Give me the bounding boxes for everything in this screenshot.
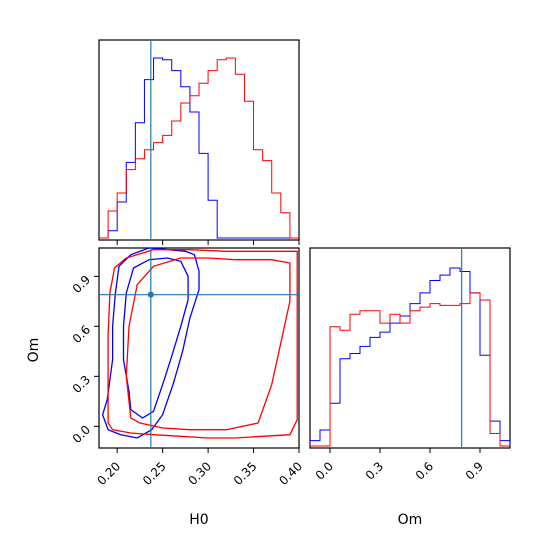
om-histogram-blue-series xyxy=(309,267,511,446)
om-hist-axis-tick-label: 0.3 xyxy=(363,459,386,482)
om-histogram-red-series xyxy=(310,292,510,447)
om-histogram-panel: 0.0 0.3 0.6 0.9 xyxy=(309,247,511,483)
contour-blue-inner xyxy=(122,257,189,419)
truth-point xyxy=(147,291,154,298)
h0-histogram-frame xyxy=(98,39,300,241)
h0-histogram-blue-series xyxy=(99,57,299,239)
om-axis-tick-label: 0.9 xyxy=(70,273,93,296)
x-axis-label-h0: H0 xyxy=(189,512,208,528)
contour-red-inner xyxy=(125,257,291,431)
h0-axis-tick-label: 0.35 xyxy=(231,459,260,488)
h0-axis-tick-label: 0.20 xyxy=(95,459,124,488)
om-hist-axis-tick-label: 0.0 xyxy=(313,459,336,482)
contour-lines xyxy=(101,248,298,439)
contour-red-outer xyxy=(107,249,298,439)
x-axis-label-om: Om xyxy=(398,512,423,528)
om-histogram-frame xyxy=(309,247,511,449)
om-hist-axis-tick-label: 0.6 xyxy=(413,459,436,482)
h0-histogram-panel xyxy=(98,39,300,245)
om-hist-axis-tick-label: 0.9 xyxy=(463,459,486,482)
contour-frame xyxy=(98,247,300,449)
om-axis-tick-label: 0.0 xyxy=(70,423,93,446)
om-axis-tick-label: 0.3 xyxy=(70,373,93,396)
h0-om-contour-panel: 0.20 0.25 0.30 0.35 0.40 0.0 0.3 0.6 0.9 xyxy=(70,247,305,488)
y-axis-label-om: Om xyxy=(26,338,42,363)
h0-axis-tick-label: 0.30 xyxy=(185,459,214,488)
om-axis-tick-label: 0.6 xyxy=(70,323,93,346)
h0-axis-tick-label: 0.40 xyxy=(276,459,305,488)
h0-axis-tick-label: 0.25 xyxy=(140,459,169,488)
h0-histogram-red-series xyxy=(99,57,299,239)
